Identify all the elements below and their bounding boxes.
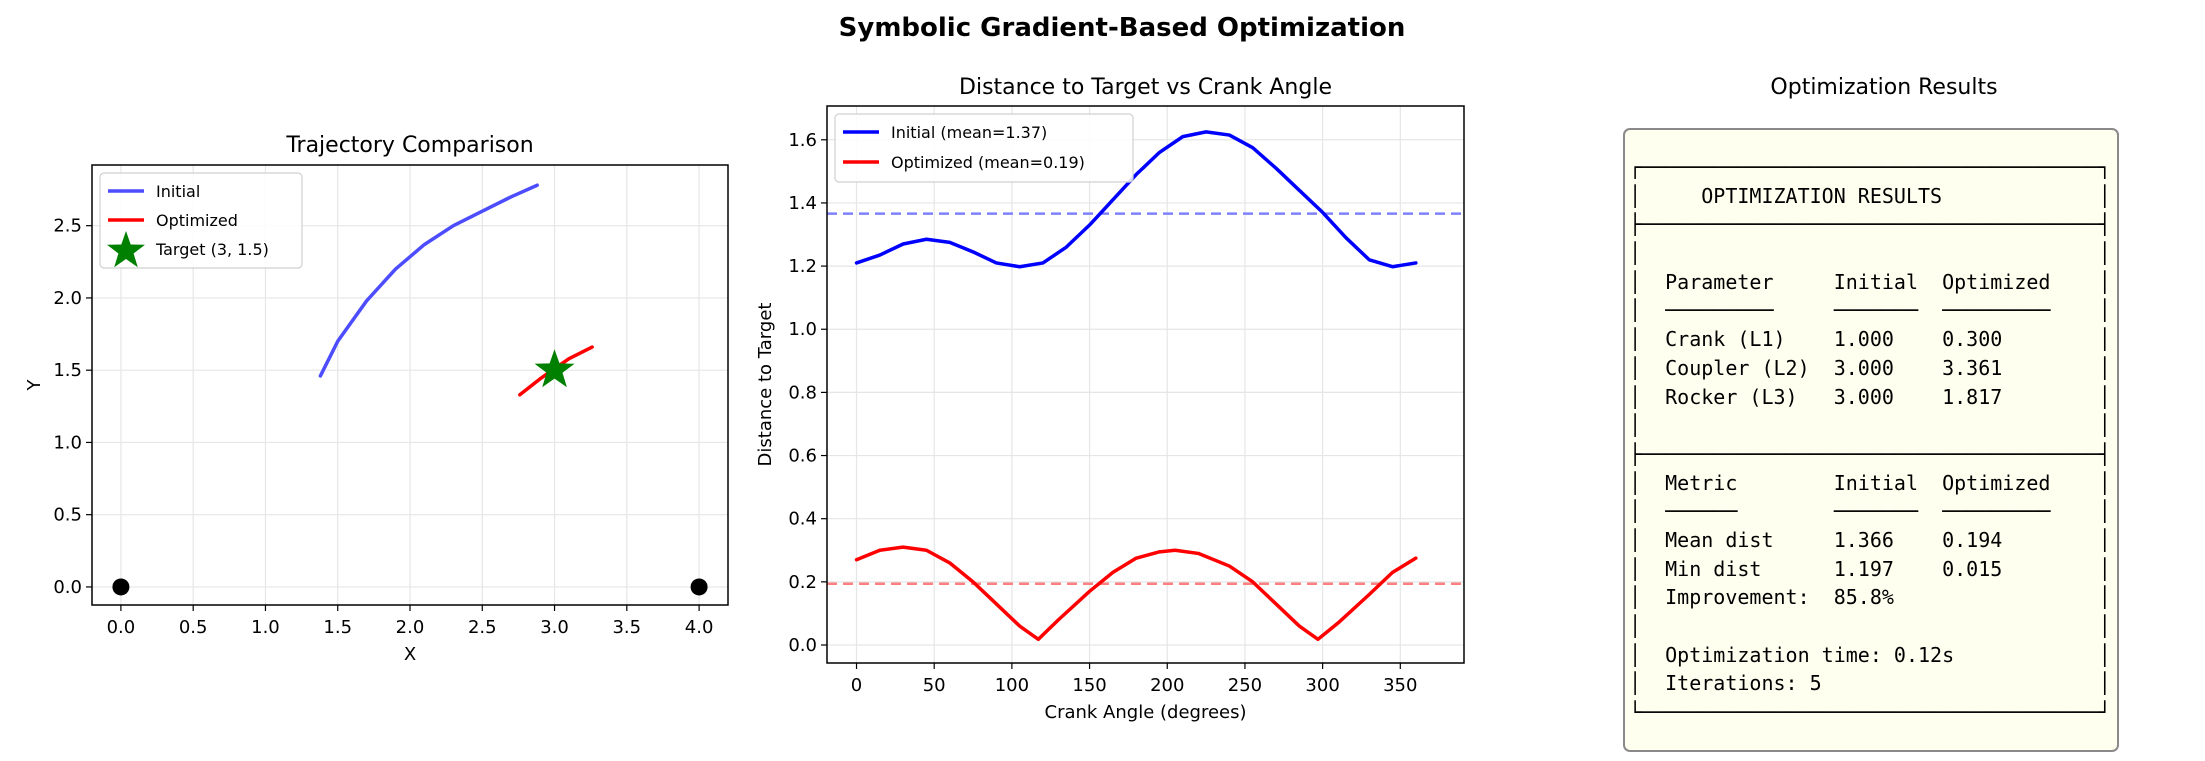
legend-label: Initial (mean=1.37) bbox=[891, 123, 1047, 142]
x-tick-label: 2.5 bbox=[468, 617, 497, 638]
results-line: └──────────────────────────────────────┘ bbox=[1629, 700, 2111, 725]
results-line: │ │ bbox=[1629, 241, 2111, 266]
x-tick-label: 200 bbox=[1150, 675, 1184, 696]
x-tick-label: 3.5 bbox=[612, 617, 641, 638]
results-line: │ ────── ─────── ───────── │ bbox=[1629, 499, 2111, 524]
y-tick-label: 0.6 bbox=[788, 446, 817, 467]
chart-1: Trajectory Comparison 0.0 0.5 1.0 1.5 2.0 2.5 3… bbox=[24, 133, 729, 665]
y-tick-label: 1.0 bbox=[788, 319, 817, 340]
chart-title: Distance to Target vs Crank Angle bbox=[959, 75, 1332, 100]
pivot-point bbox=[690, 578, 708, 596]
x-axis-label: Crank Angle (degrees) bbox=[1045, 702, 1247, 723]
legend: Initial Optimized Target (3, 1.5) bbox=[99, 172, 303, 269]
legend: Initial (mean=1.37) Optimized (mean=0.19) bbox=[834, 113, 1134, 183]
results-line: │ │ bbox=[1629, 413, 2111, 438]
results-line: │ Parameter Initial Optimized │ bbox=[1629, 269, 2111, 294]
x-tick-label: 100 bbox=[995, 675, 1029, 696]
x-tick-label: 350 bbox=[1383, 675, 1417, 696]
results-line: │ OPTIMIZATION RESULTS │ bbox=[1629, 183, 2111, 208]
axes-frame bbox=[91, 164, 729, 606]
results-line: ┌──────────────────────────────────────┐ bbox=[1629, 155, 2111, 179]
x-tick-label: 2.0 bbox=[396, 617, 425, 638]
results-line: │ Mean dist 1.366 0.194 │ bbox=[1629, 527, 2111, 552]
x-tick-label: 0 bbox=[851, 675, 862, 696]
y-tick-label: 0.8 bbox=[788, 382, 817, 403]
results-line: │ ───────── ─────── ───────── │ bbox=[1629, 298, 2111, 323]
legend-label: Target (3, 1.5) bbox=[155, 240, 269, 259]
y-tick-label: 1.6 bbox=[788, 130, 817, 151]
figure-title: Symbolic Gradient-Based Optimization bbox=[839, 13, 1406, 43]
x-tick-label: 4.0 bbox=[685, 617, 714, 638]
results-line: │ Iterations: 5 │ bbox=[1629, 671, 2111, 696]
x-axis-label: X bbox=[404, 644, 416, 665]
target-star-marker bbox=[534, 349, 575, 388]
y-tick-label: 1.4 bbox=[788, 193, 817, 214]
legend-star-icon bbox=[107, 231, 145, 268]
y-tick-label: 2.0 bbox=[53, 288, 82, 309]
results-line: ├──────────────────────────────────────┤ bbox=[1629, 441, 2111, 466]
results-line: ├──────────────────────────────────────┤ bbox=[1629, 212, 2111, 237]
results-line: │ Metric Initial Optimized │ bbox=[1629, 470, 2111, 495]
results-title: Optimization Results bbox=[1770, 75, 1997, 100]
results-text: ┌──────────────────────────────────────┐… bbox=[1629, 153, 2111, 727]
legend-label: Optimized (mean=0.19) bbox=[891, 153, 1085, 172]
results-line: │ Optimization time: 0.12s │ bbox=[1629, 642, 2111, 667]
plot-area bbox=[112, 183, 708, 596]
results-line: │ Coupler (L2) 3.000 3.361 │ bbox=[1629, 355, 2111, 380]
x-tick-label: 150 bbox=[1072, 675, 1106, 696]
y-tick-label: 0.2 bbox=[788, 572, 817, 593]
chart-2: Distance to Target vs Crank Angle 0 50 100 1… bbox=[755, 75, 1465, 723]
series-line-initial bbox=[854, 130, 1418, 269]
legend-label: Optimized bbox=[156, 211, 238, 230]
legend-label: Initial bbox=[156, 182, 200, 201]
y-tick-label: 0.0 bbox=[53, 577, 82, 598]
y-tick-label: 1.5 bbox=[53, 360, 82, 381]
results-line: │ │ bbox=[1629, 614, 2111, 638]
pivot-point bbox=[112, 578, 130, 596]
x-tick-label: 3.0 bbox=[540, 617, 569, 638]
y-tick-label: 1.0 bbox=[53, 432, 82, 453]
x-tick-label: 300 bbox=[1305, 675, 1339, 696]
y-axis-label: Y bbox=[24, 379, 45, 392]
chart-title: Trajectory Comparison bbox=[285, 133, 533, 158]
results-line: │ Rocker (L3) 3.000 1.817 │ bbox=[1629, 384, 2111, 409]
legend-frame bbox=[99, 172, 303, 269]
x-tick-label: 0.5 bbox=[179, 617, 208, 638]
x-tick-label: 50 bbox=[923, 675, 946, 696]
plot-area bbox=[827, 130, 1464, 642]
x-tick-label: 250 bbox=[1228, 675, 1262, 696]
y-tick-label: 1.2 bbox=[788, 256, 817, 277]
legend-frame bbox=[834, 113, 1134, 183]
y-axis-label: Distance to Target bbox=[755, 303, 776, 467]
x-tick-label: 1.0 bbox=[251, 617, 280, 638]
series-line-optimized bbox=[854, 545, 1418, 642]
y-tick-label: 2.5 bbox=[53, 216, 82, 237]
results-line: │ Improvement: 85.8% │ bbox=[1629, 585, 2111, 610]
y-tick-label: 0.0 bbox=[788, 635, 817, 656]
y-tick-label: 0.4 bbox=[788, 509, 817, 530]
y-tick-label: 0.5 bbox=[53, 505, 82, 526]
series-line-initial bbox=[318, 183, 539, 378]
results-line: │ Crank (L1) 1.000 0.300 │ bbox=[1629, 327, 2111, 352]
x-tick-label: 0.0 bbox=[107, 617, 136, 638]
axes-frame bbox=[826, 105, 1465, 664]
results-panel bbox=[1623, 128, 2119, 752]
x-tick-label: 1.5 bbox=[323, 617, 352, 638]
results-line: │ Min dist 1.197 0.015 │ bbox=[1629, 556, 2111, 581]
